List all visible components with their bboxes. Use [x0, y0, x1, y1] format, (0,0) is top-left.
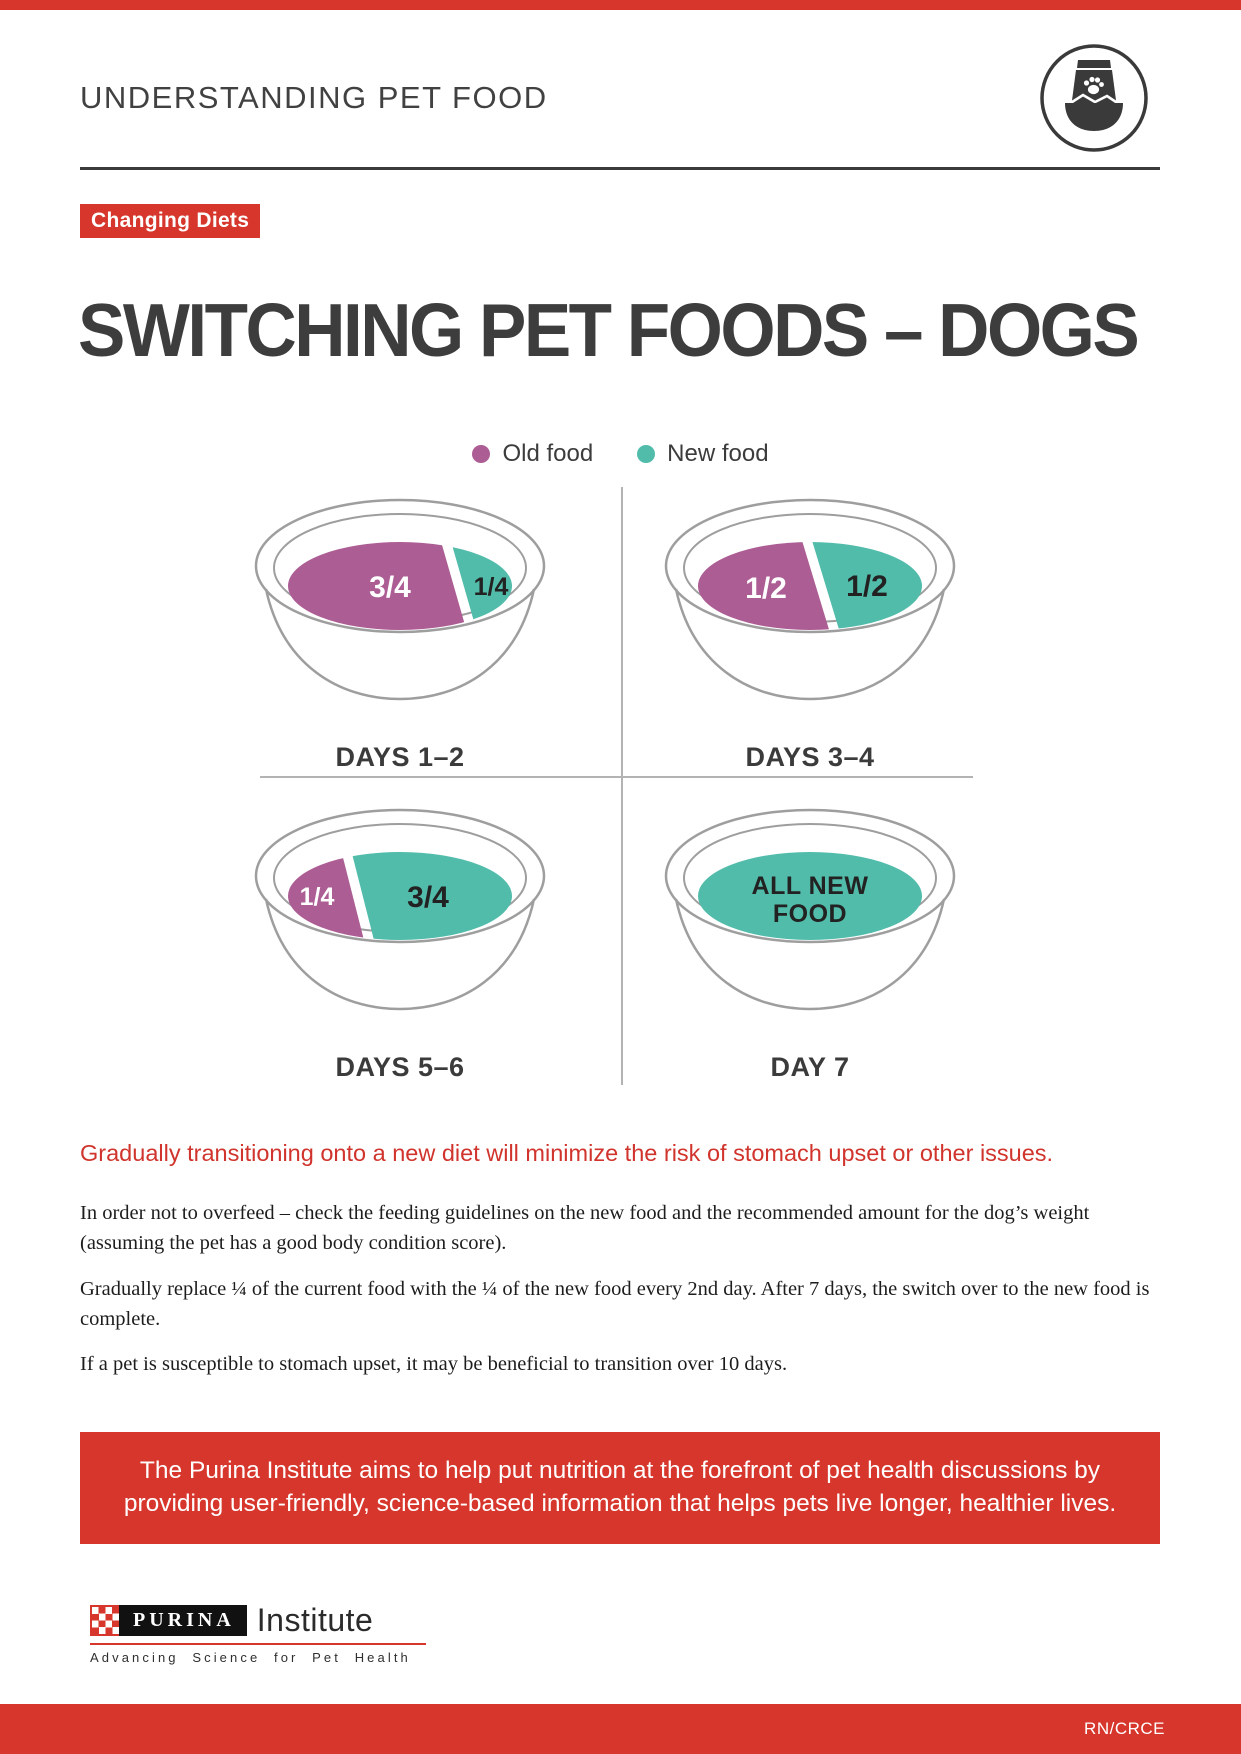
document-code: RN/CRCE	[1084, 1719, 1165, 1738]
logo-tagline: Advancing Science for Pet Health	[90, 1650, 411, 1665]
legend: Old food New food	[0, 440, 1241, 468]
highlight-sentence: Gradually transitioning onto a new diet …	[80, 1140, 1054, 1166]
bowl-caption-days-3-4: DAYS 3–4	[745, 742, 875, 772]
all-new-food-label-line1: ALL NEW	[752, 872, 869, 900]
fraction-label-old: 1/4	[300, 883, 335, 911]
bowl-caption-days-5-6: DAYS 5–6	[335, 1052, 465, 1082]
pet-food-icon	[1040, 44, 1148, 152]
legend-item-old-food: Old food	[472, 440, 593, 468]
new-food-dot-icon	[637, 445, 656, 463]
page-title: SWITCHING PET FOODS – DOGS	[78, 289, 1140, 373]
header-title: UNDERSTANDING PET FOOD	[80, 80, 548, 115]
legend-label-new: New food	[667, 440, 769, 467]
all-new-food-label-line2: FOOD	[773, 900, 847, 928]
fraction-label-new: 1/4	[474, 573, 509, 601]
bowl-caption-day-7: DAY 7	[770, 1052, 850, 1082]
purina-institute-banner: The Purina Institute aims to help put nu…	[80, 1432, 1160, 1544]
purina-checkerboard-icon	[90, 1605, 121, 1636]
institute-wordmark: Institute	[256, 1602, 374, 1638]
paragraph-replace: Gradually replace ¼ of the current food …	[80, 1277, 1150, 1330]
fraction-label-new: 1/2	[846, 570, 888, 603]
old-food-dot-icon	[472, 445, 491, 463]
bowl-days-5-6: 1/4 3/4	[254, 808, 546, 1011]
purina-institute-logo: PURINA Institute	[90, 1602, 373, 1639]
paw-print-icon	[1083, 76, 1104, 95]
banner-text: The Purina Institute aims to help put nu…	[123, 1457, 1117, 1517]
quadrant-divider-vertical	[621, 487, 623, 1085]
legend-label-old: Old food	[502, 440, 594, 467]
legend-item-new-food: New food	[637, 440, 769, 468]
fraction-label-old: 1/2	[745, 572, 787, 605]
bowl-caption-days-1-2: DAYS 1–2	[335, 742, 465, 772]
top-red-bar	[0, 0, 1241, 10]
logo-divider	[90, 1643, 426, 1645]
purina-wordmark: PURINA	[119, 1605, 247, 1636]
category-badge: Changing Diets	[80, 204, 261, 238]
body-copy: In order not to overfeed – check the fee…	[80, 1198, 1170, 1395]
bowl-days-3-4: 1/2 1/2	[664, 498, 956, 701]
paragraph-susceptible: If a pet is susceptible to stomach upset…	[80, 1353, 788, 1376]
bowl-days-1-2: 3/4 1/4	[254, 498, 546, 701]
fraction-label-old: 3/4	[369, 571, 411, 604]
fraction-label-new: 3/4	[407, 881, 449, 914]
paragraph-overfeed: In order not to overfeed – check the fee…	[80, 1202, 1090, 1255]
bottom-red-bar: RN/CRCE	[0, 1704, 1241, 1754]
quadrant-divider-horizontal	[260, 776, 973, 778]
bowl-day-7: ALL NEW FOOD	[664, 808, 956, 1011]
header-divider	[80, 167, 1160, 170]
